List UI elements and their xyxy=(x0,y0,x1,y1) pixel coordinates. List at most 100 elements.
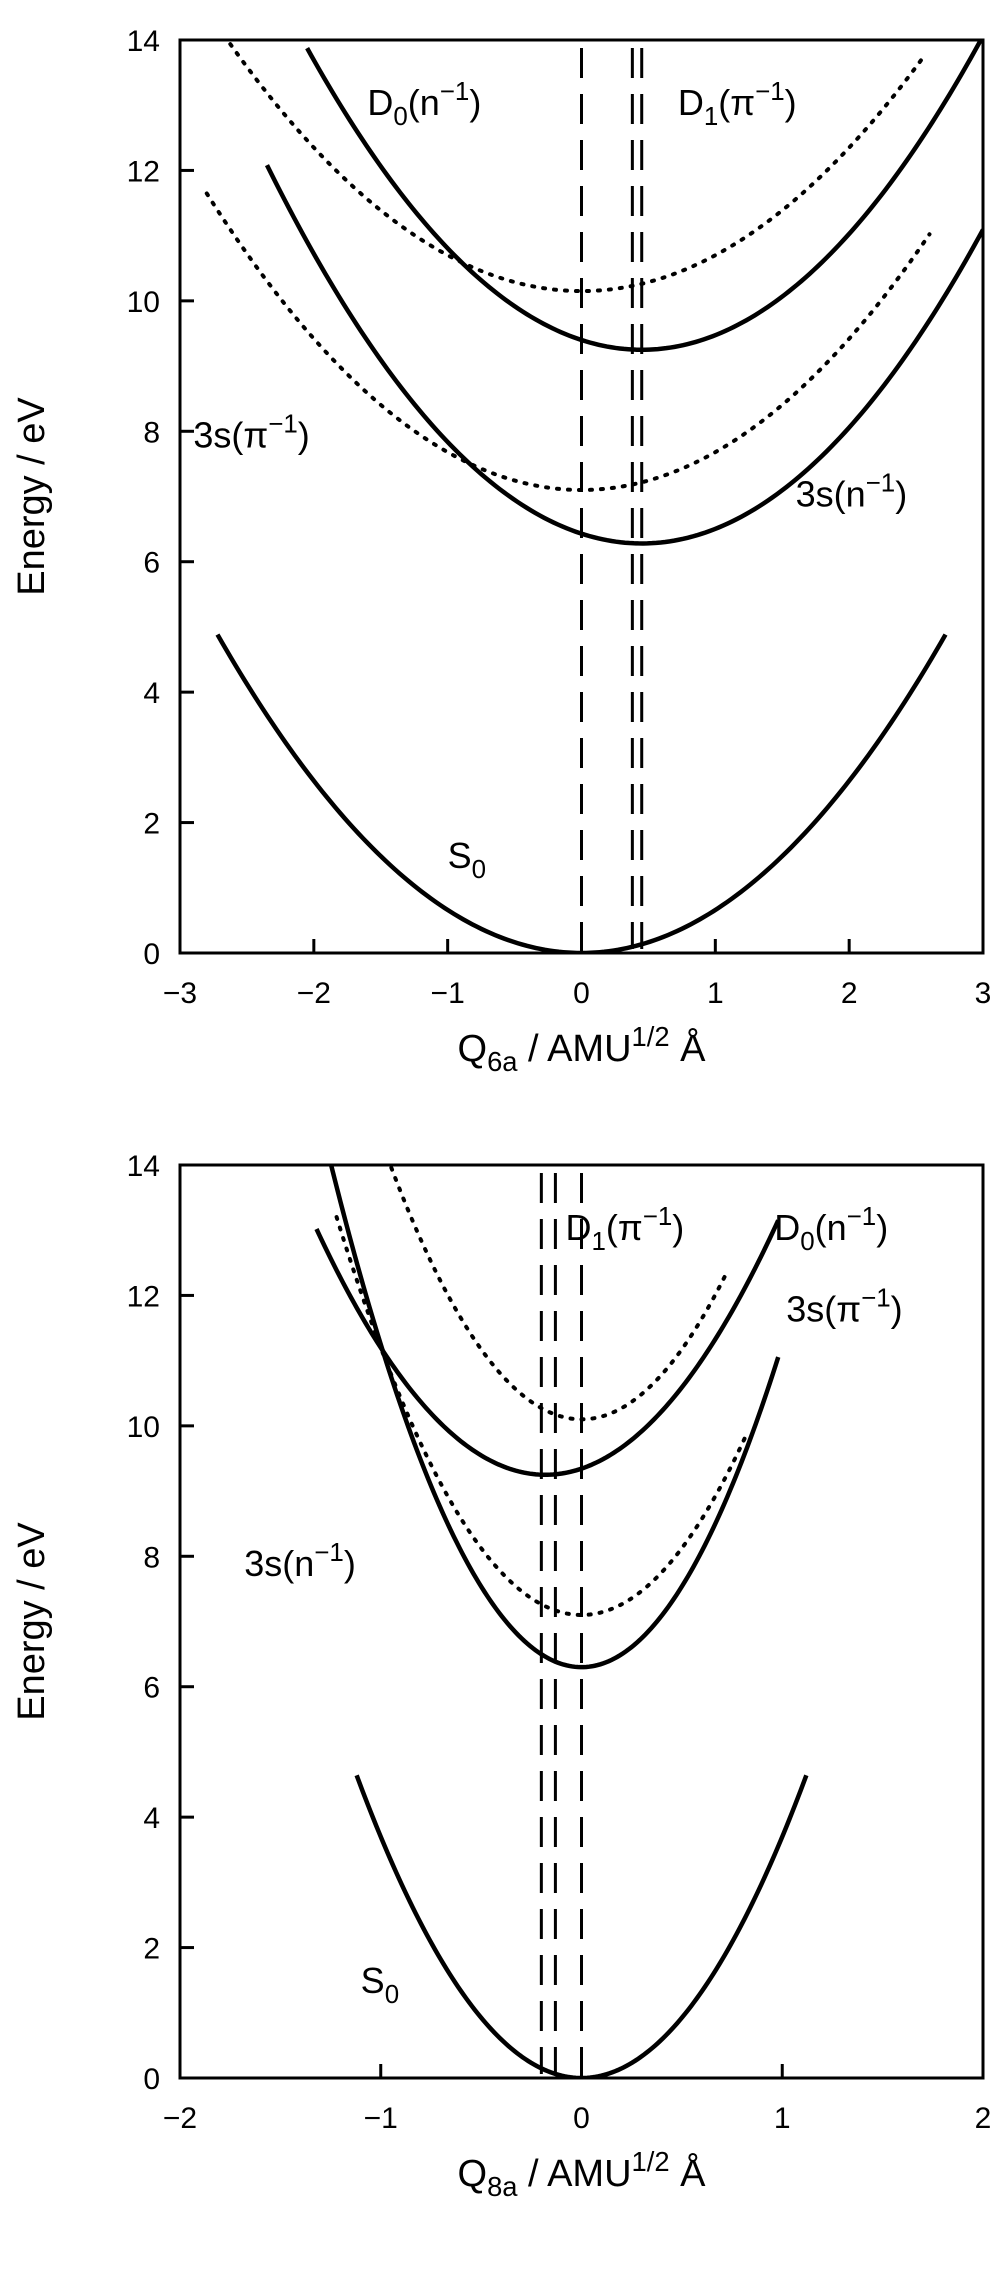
y-tick-label: 4 xyxy=(143,677,160,710)
y-tick-label: 14 xyxy=(127,1150,160,1183)
solid-curve-0 xyxy=(215,633,948,953)
state-label-rest: (π xyxy=(231,415,268,456)
x-tick-label: 3 xyxy=(975,977,992,1010)
dotted-curve-4 xyxy=(388,1165,729,1422)
x-axis-label-sup: 1/2 xyxy=(632,2146,670,2177)
state-label-sup: −1 xyxy=(847,1203,877,1231)
x-axis-label-rest: / AMU xyxy=(518,2153,632,2195)
state-label-sub: 0 xyxy=(800,1228,814,1256)
x-tick-label: 1 xyxy=(707,977,724,1010)
x-axis-label-sup: 1/2 xyxy=(632,1021,670,1052)
state-label-rest: (π xyxy=(824,1289,861,1330)
state-label: S0 xyxy=(361,1960,399,2009)
state-label-rest: (n xyxy=(834,473,866,514)
y-tick-label: 12 xyxy=(127,1280,160,1313)
x-axis-label-tail: Å xyxy=(670,1026,707,1070)
state-label-main: 3s xyxy=(193,415,231,456)
solid-curve-2 xyxy=(314,1219,781,1478)
state-label-tail: ) xyxy=(469,82,481,123)
state-label-sup: −1 xyxy=(314,1539,344,1567)
state-label-main: D xyxy=(774,1207,800,1248)
state-label: 3s(n−1) xyxy=(796,469,908,514)
x-tick-label: 0 xyxy=(573,2102,590,2135)
state-label: 3s(π−1) xyxy=(193,411,309,456)
solid-curve-1 xyxy=(264,164,983,546)
y-tick-label: 6 xyxy=(143,1672,160,1705)
state-label: D1(π−1) xyxy=(678,78,797,131)
y-axis-label: Energy / eV xyxy=(11,397,53,596)
state-label-main: 3s xyxy=(244,1543,282,1584)
state-label-sub: 1 xyxy=(704,103,718,131)
x-tick-label: −2 xyxy=(163,2102,197,2135)
y-tick-label: 8 xyxy=(143,1541,160,1574)
dotted-curve-3 xyxy=(334,1215,749,1617)
state-label-sup: −1 xyxy=(440,78,470,106)
y-tick-label: 6 xyxy=(143,547,160,580)
solid-curve-0 xyxy=(354,1774,809,2078)
curves-group xyxy=(204,40,983,953)
state-label: D1(π−1) xyxy=(565,1203,684,1256)
state-label-main: D xyxy=(367,82,393,123)
state-label-sub: 1 xyxy=(591,1228,605,1256)
state-label-sub: 0 xyxy=(472,856,486,884)
curves-group xyxy=(314,1165,809,2078)
solid-curve-1 xyxy=(328,1165,781,1670)
state-label: D0(n−1) xyxy=(774,1203,888,1256)
y-tick-label: 10 xyxy=(127,286,160,319)
y-axis-label: Energy / eV xyxy=(11,1522,53,1721)
state-label-tail: ) xyxy=(298,415,310,456)
dotted-curve-3 xyxy=(204,191,932,492)
y-tick-label: 8 xyxy=(143,416,160,449)
state-label: S0 xyxy=(448,835,486,884)
state-label-main: D xyxy=(678,82,704,123)
state-label-tail: ) xyxy=(891,1289,903,1330)
state-label-sup: −1 xyxy=(643,1203,673,1231)
state-label-main: S xyxy=(448,835,472,876)
state-label-sup: −1 xyxy=(866,469,896,497)
state-label-main: S xyxy=(361,1960,385,2001)
state-label-sup: −1 xyxy=(861,1285,891,1313)
x-tick-label: −3 xyxy=(163,977,197,1010)
x-tick-label: −1 xyxy=(364,2102,398,2135)
state-label-main: D xyxy=(565,1207,591,1248)
x-axis-label-rest: / AMU xyxy=(518,1028,632,1070)
x-axis-label-sub: 6a xyxy=(487,1046,518,1077)
dotted-curve-4 xyxy=(224,40,925,294)
state-label-tail: ) xyxy=(895,473,907,514)
x-axis-label-sub: 8a xyxy=(487,2171,518,2202)
state-label-rest: (n xyxy=(282,1543,314,1584)
x-axis-label-main: Q xyxy=(458,1028,488,1070)
state-label-sup: −1 xyxy=(268,411,298,439)
state-label: 3s(n−1) xyxy=(244,1539,356,1584)
x-tick-label: 1 xyxy=(774,2102,791,2135)
state-label-tail: ) xyxy=(876,1207,888,1248)
x-tick-label: 2 xyxy=(841,977,858,1010)
solid-curve-2 xyxy=(305,40,983,353)
state-label-tail: ) xyxy=(672,1207,684,1248)
y-tick-label: 4 xyxy=(143,1802,160,1835)
y-tick-label: 14 xyxy=(127,25,160,58)
state-label-main: 3s xyxy=(786,1289,824,1330)
state-label: 3s(π−1) xyxy=(786,1285,902,1330)
x-tick-label: −2 xyxy=(297,977,331,1010)
state-label-rest: (n xyxy=(408,82,440,123)
x-axis-label-main: Q xyxy=(458,2153,488,2195)
state-label: D0(n−1) xyxy=(367,78,481,131)
y-tick-label: 2 xyxy=(143,1933,160,1966)
x-tick-label: 0 xyxy=(573,977,590,1010)
y-tick-label: 12 xyxy=(127,155,160,188)
state-label-sub: 0 xyxy=(393,103,407,131)
state-label-main: 3s xyxy=(796,473,834,514)
state-label-rest: (π xyxy=(606,1207,643,1248)
x-axis-label: Q8a / AMU1/2 Å xyxy=(458,2146,707,2202)
x-axis-label: Q6a / AMU1/2 Å xyxy=(458,1021,707,1077)
x-axis-label-tail: Å xyxy=(670,2151,707,2195)
state-label-tail: ) xyxy=(344,1543,356,1584)
x-tick-label: 2 xyxy=(975,2102,992,2135)
y-tick-label: 0 xyxy=(143,2063,160,2096)
x-tick-label: −1 xyxy=(431,977,465,1010)
state-label-tail: ) xyxy=(785,82,797,123)
state-label-rest: (n xyxy=(815,1207,847,1248)
